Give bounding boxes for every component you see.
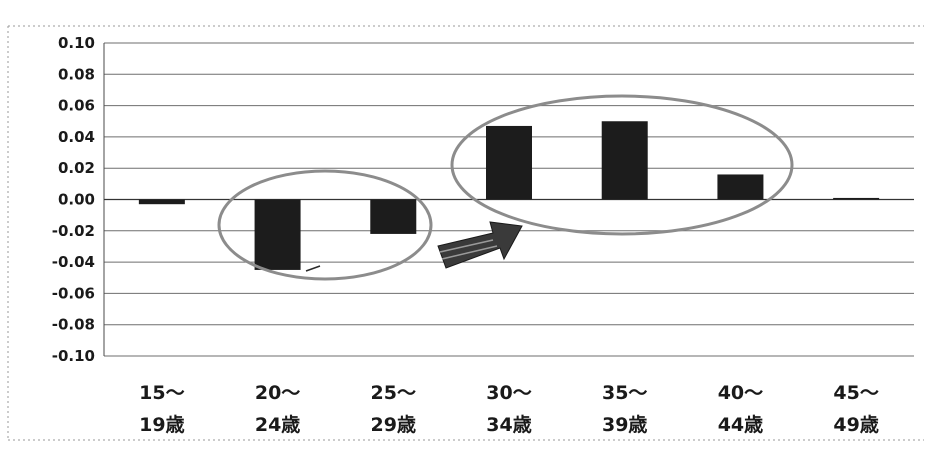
x-category-label: 15～ (139, 382, 184, 404)
y-tick-label: -0.04 (52, 253, 95, 271)
x-category-label: 44歳 (718, 414, 763, 436)
bar (370, 199, 417, 234)
bar (486, 125, 532, 200)
y-tick-label: 0.04 (58, 128, 95, 146)
y-tick-label: 0.08 (58, 65, 95, 83)
positive-group-ellipse (450, 94, 794, 236)
bars (138, 121, 880, 270)
x-category-label: 45～ (833, 382, 878, 404)
bar (138, 199, 185, 205)
y-tick-label: 0.10 (58, 34, 95, 52)
y-tick-label: -0.02 (52, 222, 95, 240)
bar (717, 174, 764, 200)
negative-group-ellipse (217, 169, 433, 281)
x-category-label: 25～ (371, 382, 416, 404)
y-tick-label: -0.10 (52, 347, 95, 365)
x-category-label: 39歳 (602, 414, 647, 436)
x-category-label: 29歳 (371, 414, 416, 436)
x-category-label: 35～ (602, 382, 647, 404)
x-category-label: 24歳 (255, 414, 300, 436)
x-category-label: 19歳 (139, 414, 184, 436)
x-category-label: 34歳 (486, 414, 531, 436)
bar (833, 197, 880, 200)
arrow-icon (437, 221, 523, 269)
y-axis-ticks: 0.10 0.08 0.06 0.04 0.02 0.00 -0.02 -0.04 -0.06 -… (52, 34, 95, 365)
y-tick-label: 0.02 (58, 159, 95, 177)
x-category-label: 20～ (255, 382, 300, 404)
x-axis-categories: 15～ 19歳 20～ 24歳 25～ 29歳 30～ 34歳 35～ 39歳 40～ 44歳 45～ 4… (139, 382, 879, 436)
bar (601, 121, 648, 200)
y-tick-label: 0.06 (58, 97, 95, 115)
x-category-label: 49歳 (833, 414, 878, 436)
x-category-label: 30～ (486, 382, 531, 404)
y-tick-label: 0.00 (58, 191, 95, 209)
x-category-label: 40～ (718, 382, 763, 404)
y-tick-label: -0.08 (52, 316, 95, 334)
y-tick-label: -0.06 (52, 284, 95, 302)
bar (254, 199, 301, 270)
stray-mark (305, 265, 321, 272)
